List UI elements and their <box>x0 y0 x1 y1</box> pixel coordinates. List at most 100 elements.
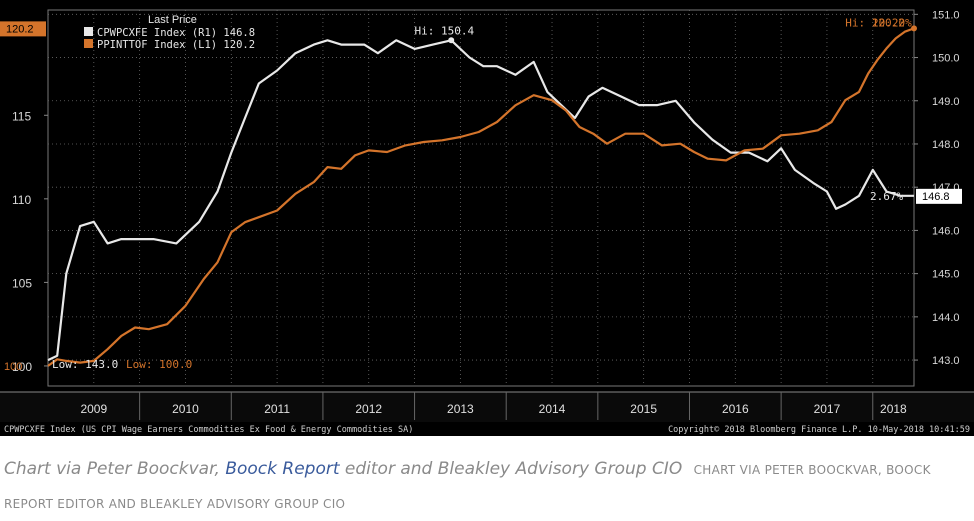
data-point <box>313 181 315 183</box>
footer-source: CPWPCXFE Index (US CPI Wage Earners Comm… <box>4 425 413 435</box>
x-axis-tick-label: 2018 <box>880 402 907 416</box>
x-axis-tick-label: 2013 <box>447 402 474 416</box>
data-point <box>185 305 187 307</box>
data-point <box>844 204 846 206</box>
data-point <box>244 221 246 223</box>
data-point <box>175 243 177 245</box>
boock-report-link[interactable]: Boock Report <box>225 459 340 479</box>
caption-credit: CHART VIA PETER BOOCKVAR, BOOCK REPORT E… <box>4 463 931 511</box>
data-point <box>377 52 379 54</box>
right-axis-tick-label: 145.0 <box>932 269 960 281</box>
data-point <box>107 243 109 245</box>
data-point <box>515 104 517 106</box>
x-axis-tick-label: 2012 <box>355 402 382 416</box>
data-point <box>730 152 732 154</box>
data-point <box>620 96 622 98</box>
data-point <box>780 147 782 149</box>
data-point <box>533 94 535 96</box>
data-point <box>295 193 297 195</box>
data-point <box>693 151 695 153</box>
data-point <box>844 99 846 101</box>
data-point <box>496 121 498 123</box>
data-point <box>872 169 874 171</box>
x-axis-tick-label: 2009 <box>80 402 107 416</box>
left-axis-tick-label: 100 <box>12 360 32 374</box>
white-hi-marker <box>448 37 455 44</box>
data-point <box>414 48 416 50</box>
caption-prefix: Chart via Peter Boockvar, <box>4 459 226 479</box>
orange-low-label: Low: 100.0 <box>126 358 192 371</box>
data-point <box>120 335 122 337</box>
left-last-value-box <box>0 21 46 37</box>
left-axis-tick-label: 110 <box>12 193 31 207</box>
legend-entry: CPWPCXFE Index (R1) 146.8 <box>97 27 255 39</box>
legend-entry: PPINTTOF Index (L1) 120.2 <box>97 39 255 51</box>
data-point <box>886 48 888 50</box>
data-point <box>551 99 553 101</box>
right-axis-tick-label: 146.0 <box>932 225 960 237</box>
data-point <box>606 143 608 145</box>
legend-title: Last Price <box>148 14 197 26</box>
series-line-ppinttof <box>47 27 915 367</box>
data-point <box>707 158 709 160</box>
data-point <box>93 221 95 223</box>
data-point <box>574 117 576 119</box>
right-axis-tick-label: 151.0 <box>932 9 960 21</box>
data-point <box>602 87 604 89</box>
data-point <box>588 96 590 98</box>
data-point <box>799 133 801 135</box>
data-point <box>533 61 535 63</box>
chart-caption: Chart via Peter Boockvar, Boock Report e… <box>4 452 966 521</box>
data-point <box>744 150 746 152</box>
data-point <box>276 70 278 72</box>
data-point <box>913 195 915 197</box>
data-point <box>565 109 567 111</box>
data-point <box>904 31 906 33</box>
data-point <box>657 104 659 106</box>
right-axis-tick-label: 148.0 <box>932 139 960 151</box>
data-point <box>258 216 260 218</box>
orange-pct-label: 20.20% <box>872 16 912 29</box>
data-point <box>363 44 365 46</box>
left-last-value: 120.2 <box>6 23 34 35</box>
data-point <box>386 151 388 153</box>
data-point <box>405 145 407 147</box>
right-last-value-box <box>916 188 962 204</box>
data-point <box>762 148 764 150</box>
data-point <box>79 225 81 227</box>
data-point <box>679 143 681 145</box>
data-point <box>794 169 796 171</box>
data-point <box>230 152 232 154</box>
right-axis-tick-label: 143.0 <box>932 355 960 367</box>
data-point <box>780 134 782 136</box>
legend-swatch <box>84 27 93 36</box>
data-point <box>244 117 246 119</box>
left-axis-low-marker: 100 <box>4 361 22 373</box>
data-point <box>217 261 219 263</box>
data-point <box>812 182 814 184</box>
data-point <box>120 238 122 240</box>
data-point <box>432 44 434 46</box>
x-axis-tick-label: 2011 <box>264 402 290 416</box>
data-point <box>395 39 397 41</box>
data-point <box>858 195 860 197</box>
data-point <box>876 59 878 61</box>
data-point <box>148 328 150 330</box>
data-point <box>230 231 232 233</box>
data-point <box>47 359 49 361</box>
data-point <box>831 121 833 123</box>
data-point <box>693 122 695 124</box>
caption-suffix: editor and Bleakley Advisory Group CIO <box>339 459 683 479</box>
white-pct-label: 2.67% <box>870 190 903 203</box>
x-axis-tick-label: 2014 <box>539 402 566 416</box>
data-point <box>826 191 828 193</box>
data-point <box>198 221 200 223</box>
left-axis-tick-label: 115 <box>12 109 31 123</box>
data-point <box>340 44 342 46</box>
data-point <box>579 126 581 128</box>
data-point <box>478 131 480 133</box>
left-axis-tick-label: 105 <box>12 276 32 290</box>
data-point <box>295 52 297 54</box>
data-point <box>423 141 425 143</box>
data-point <box>166 323 168 325</box>
